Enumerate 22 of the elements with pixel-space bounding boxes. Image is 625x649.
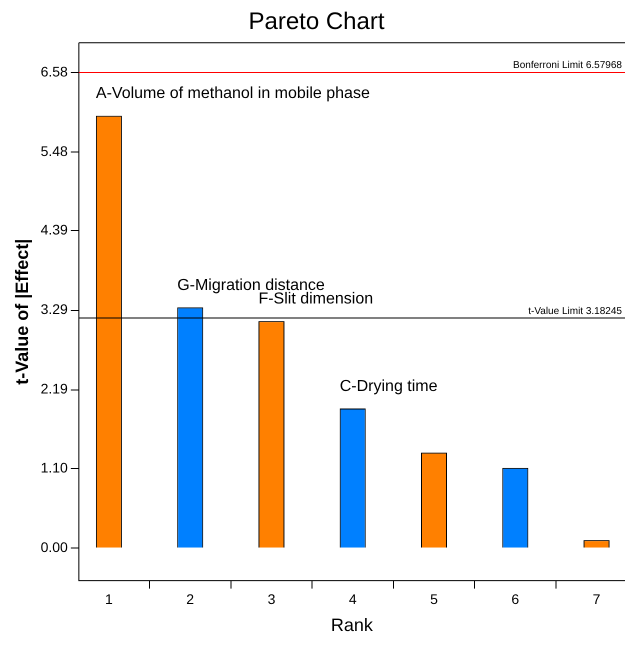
chart-title: Pareto Chart [248, 8, 385, 36]
x-tick-label: 7 [592, 590, 601, 607]
annotation: F-Slit dimension [258, 290, 374, 308]
y-tick-label: 4.39 [40, 222, 68, 238]
x-tick-label: 3 [268, 590, 276, 607]
y-tick-label: 2.19 [40, 380, 68, 397]
ref-line-label: Bonferroni Limit 6.57968 [513, 60, 622, 72]
x-tick-label: 5 [430, 590, 438, 607]
x-tick-label: 4 [348, 590, 357, 607]
y-tick-label: 6.58 [40, 63, 68, 80]
y-tick-label: 5.48 [40, 142, 68, 159]
ref-line-label: t-Value Limit 3.18245 [528, 306, 622, 317]
y-tick-label: 3.29 [40, 301, 68, 318]
y-tick-label: 0.00 [40, 538, 68, 555]
x-tick-label: 1 [105, 590, 114, 607]
x-axis-title: Rank [330, 615, 374, 636]
y-axis-title: t-Value of |Effect| [12, 238, 32, 385]
y-tick-label: 1.10 [40, 459, 68, 476]
x-tick-label: 6 [511, 590, 520, 607]
x-tick-label: 2 [186, 590, 194, 607]
annotation: A-Volume of methanol in mobile phase [96, 85, 370, 102]
annotation: C-Drying time [340, 378, 438, 395]
